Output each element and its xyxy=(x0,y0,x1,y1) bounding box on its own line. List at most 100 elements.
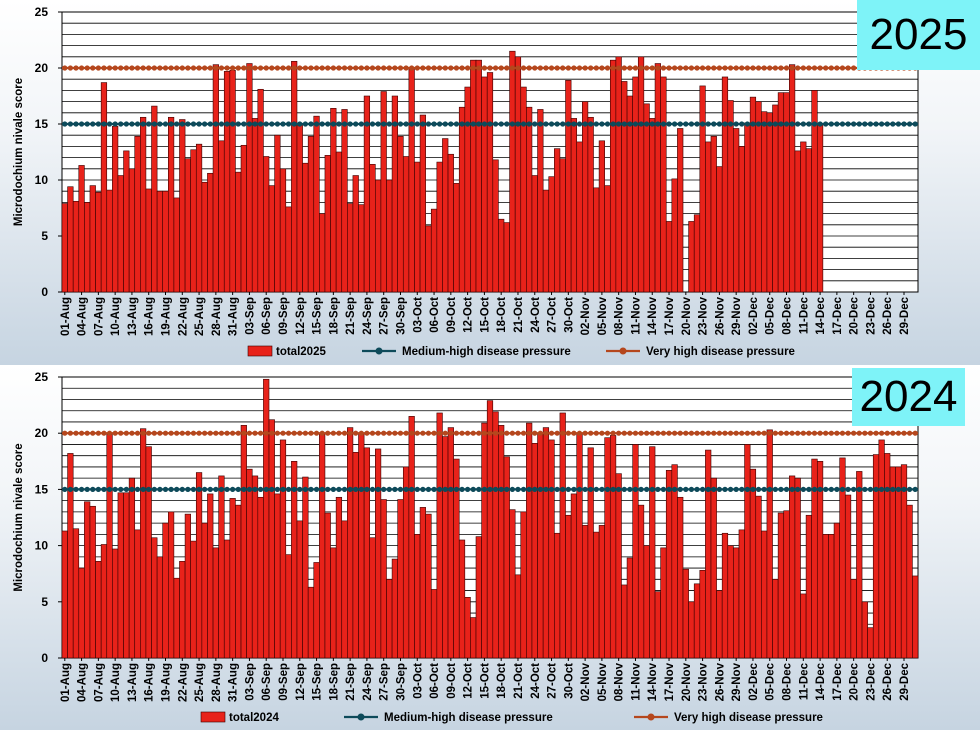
threshold-marker xyxy=(839,430,846,436)
threshold-marker xyxy=(492,121,499,127)
bar xyxy=(307,586,315,659)
bar xyxy=(257,496,264,659)
bar xyxy=(352,175,359,293)
threshold-marker xyxy=(907,486,913,492)
threshold-marker xyxy=(705,121,711,127)
threshold-marker xyxy=(739,430,745,436)
bar xyxy=(604,437,611,659)
threshold-marker xyxy=(851,430,857,436)
bar xyxy=(481,76,488,293)
bar xyxy=(442,436,449,659)
threshold-marker xyxy=(845,121,851,127)
threshold-marker xyxy=(230,430,236,436)
bar xyxy=(430,589,438,659)
bar xyxy=(184,513,191,659)
threshold-marker xyxy=(437,121,443,127)
y-tick-label: 25 xyxy=(35,5,49,19)
threshold-marker xyxy=(627,486,633,492)
threshold-marker xyxy=(185,486,191,492)
threshold-marker xyxy=(839,121,846,127)
threshold-marker xyxy=(157,65,163,71)
bar xyxy=(889,466,896,659)
threshold-marker xyxy=(246,65,253,71)
legend-item-0: total2024 xyxy=(200,711,279,724)
threshold-marker xyxy=(744,121,750,127)
threshold-marker xyxy=(851,486,857,492)
bar xyxy=(486,400,494,659)
threshold-marker xyxy=(174,121,180,127)
threshold-marker xyxy=(263,65,269,71)
bar xyxy=(671,178,678,293)
threshold-marker xyxy=(520,486,527,492)
bar xyxy=(587,116,594,293)
y-axis-label: Microdochium nivale score xyxy=(13,78,25,226)
bar xyxy=(744,122,751,293)
threshold-marker xyxy=(241,65,247,71)
threshold-marker xyxy=(84,121,90,127)
threshold-marker xyxy=(565,486,571,492)
bar xyxy=(330,547,337,659)
threshold-marker xyxy=(179,65,185,71)
bar xyxy=(419,507,426,659)
bar xyxy=(235,171,242,293)
threshold-marker xyxy=(481,486,488,492)
threshold-marker xyxy=(705,65,711,71)
bar xyxy=(324,155,331,293)
threshold-marker xyxy=(504,486,510,492)
bar xyxy=(425,513,432,659)
threshold-marker xyxy=(241,121,247,127)
threshold-marker xyxy=(375,486,381,492)
threshold-marker xyxy=(241,486,247,492)
legend-label: Very high disease pressure xyxy=(674,712,823,724)
bar xyxy=(140,428,147,659)
threshold-marker xyxy=(509,121,515,127)
threshold-marker xyxy=(744,430,750,436)
threshold-marker xyxy=(409,486,415,492)
threshold-marker xyxy=(700,121,706,127)
threshold-marker xyxy=(157,430,163,436)
threshold-marker xyxy=(420,486,426,492)
threshold-marker xyxy=(862,486,868,492)
threshold-marker xyxy=(207,65,213,71)
threshold-marker xyxy=(907,430,913,436)
threshold-marker xyxy=(638,65,644,71)
x-tick-label: 01-Aug xyxy=(60,297,72,336)
chart-panel-2025: 0 5 10 15 20 25 Microdochium nivale score 01-Au… xyxy=(0,0,980,365)
threshold-marker xyxy=(414,430,420,436)
bar xyxy=(721,532,729,659)
bar xyxy=(307,136,315,293)
bar xyxy=(117,492,124,659)
threshold-marker xyxy=(800,430,806,436)
threshold-marker xyxy=(767,486,773,492)
legend-marker xyxy=(647,713,655,721)
x-tick-label: 19-Aug xyxy=(161,297,173,336)
legend: total2024 Medium-high disease pressure Ver… xyxy=(200,711,823,724)
bar xyxy=(380,499,387,659)
threshold-marker xyxy=(515,121,521,127)
bar xyxy=(112,125,119,293)
bar xyxy=(671,464,678,659)
threshold-marker xyxy=(285,486,292,492)
bar xyxy=(285,554,292,659)
threshold-marker xyxy=(867,486,874,492)
threshold-marker xyxy=(677,65,683,71)
threshold-marker xyxy=(224,121,230,127)
bar xyxy=(319,432,326,659)
threshold-marker xyxy=(901,121,907,127)
threshold-marker xyxy=(688,65,695,71)
threshold-marker xyxy=(616,121,622,127)
bar xyxy=(162,190,169,293)
bar xyxy=(425,225,432,293)
threshold-marker xyxy=(520,430,527,436)
threshold-marker xyxy=(767,121,773,127)
threshold-marker xyxy=(313,430,320,436)
bar xyxy=(240,144,247,293)
threshold-marker xyxy=(431,486,437,492)
threshold-marker xyxy=(683,65,689,71)
threshold-marker xyxy=(123,121,129,127)
threshold-marker xyxy=(459,121,465,127)
bar xyxy=(761,111,768,293)
bar xyxy=(78,165,85,293)
threshold-marker xyxy=(397,65,404,71)
threshold-marker xyxy=(537,121,543,127)
